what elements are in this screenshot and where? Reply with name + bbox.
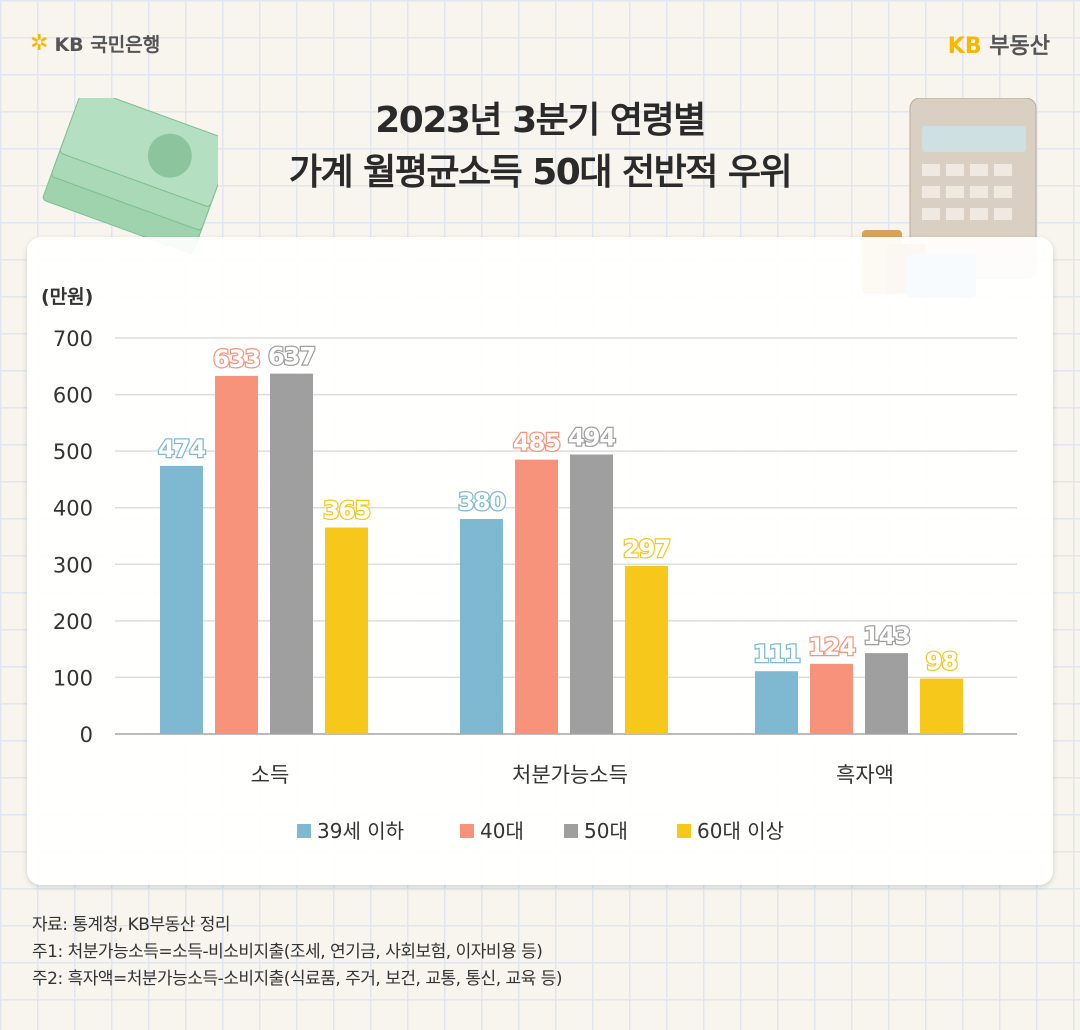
bar xyxy=(160,465,203,734)
bar xyxy=(920,678,963,734)
title-line1: 2023년 3분기 연령별 xyxy=(375,100,706,141)
bar-chart: (만원) 0 100 200 300 400 500 600 700 소득 474 633 637 36… xyxy=(41,286,1017,843)
note-source: 자료: 통계청, KB부동산 정리 xyxy=(32,915,231,935)
data-label: 111 xyxy=(753,640,800,668)
x-tick-label: 흑자액 xyxy=(836,763,894,787)
kb-real-estate-logo: KB 부동산 xyxy=(948,28,1050,60)
legend-label: 39세 이하 xyxy=(317,819,404,843)
unit-label: (만원) xyxy=(41,286,93,308)
y-tick-label: 200 xyxy=(53,610,93,634)
logo-kb: KB xyxy=(947,34,982,59)
legend-swatch xyxy=(460,824,474,838)
data-label: 365 xyxy=(323,497,370,525)
y-tick-label: 600 xyxy=(53,384,93,408)
bar xyxy=(755,671,798,734)
title-line2: 가계 월평균소득 50대 전반적 우위 xyxy=(288,152,793,193)
money-bills-icon xyxy=(42,98,218,254)
x-tick-label: 처분가능소득 xyxy=(512,763,628,787)
legend-swatch xyxy=(677,824,691,838)
note-2: 주2: 흑자액=처분가능소득-소비지출(식료품, 주거, 보건, 교통, 통신,… xyxy=(32,969,562,989)
chart-card: (만원) 0 100 200 300 400 500 600 700 소득 474 633 637 36… xyxy=(27,237,1053,885)
y-tick-label: 100 xyxy=(53,666,93,690)
y-tick-label: 300 xyxy=(53,553,93,577)
data-label: 124 xyxy=(808,633,855,661)
logo-text: 부동산 xyxy=(989,34,1050,59)
bar xyxy=(570,454,613,734)
legend-label: 50대 xyxy=(584,819,628,843)
x-tick-label: 소득 xyxy=(251,763,290,787)
bar xyxy=(865,653,908,734)
data-label: 474 xyxy=(158,435,205,463)
legend-label: 60대 이상 xyxy=(697,819,784,843)
kb-kookmin-bank-logo: ✲ KB 국민은행 xyxy=(30,30,160,57)
y-tick-label: 700 xyxy=(53,327,93,351)
note-1: 주1: 처분가능소득=소득-비소비지출(조세, 연기금, 사회보험, 이자비용 … xyxy=(32,942,543,962)
data-label: 494 xyxy=(568,424,615,452)
bar xyxy=(215,375,258,734)
y-tick-label: 400 xyxy=(53,497,93,521)
bar xyxy=(625,565,668,734)
bar xyxy=(515,459,558,734)
data-label: 380 xyxy=(458,488,505,516)
footnotes: 자료: 통계청, KB부동산 정리 주1: 처분가능소득=소득-비소비지출(조세… xyxy=(32,912,562,993)
data-label: 633 xyxy=(213,345,260,373)
data-label: 637 xyxy=(268,343,315,371)
bar xyxy=(810,663,853,734)
bar xyxy=(325,527,368,734)
data-label: 143 xyxy=(863,622,910,650)
kb-star-icon: ✲ xyxy=(30,31,49,56)
data-label: 297 xyxy=(623,535,670,563)
logo-text: KB 국민은행 xyxy=(54,34,161,56)
y-tick-label: 500 xyxy=(53,440,93,464)
data-label: 98 xyxy=(926,648,958,676)
data-label: 485 xyxy=(513,429,560,457)
bar xyxy=(270,373,313,734)
legend-swatch xyxy=(564,824,578,838)
y-tick-label: 0 xyxy=(80,723,93,747)
legend-label: 40대 xyxy=(480,819,524,843)
bar xyxy=(460,519,503,734)
legend-swatch xyxy=(297,824,311,838)
